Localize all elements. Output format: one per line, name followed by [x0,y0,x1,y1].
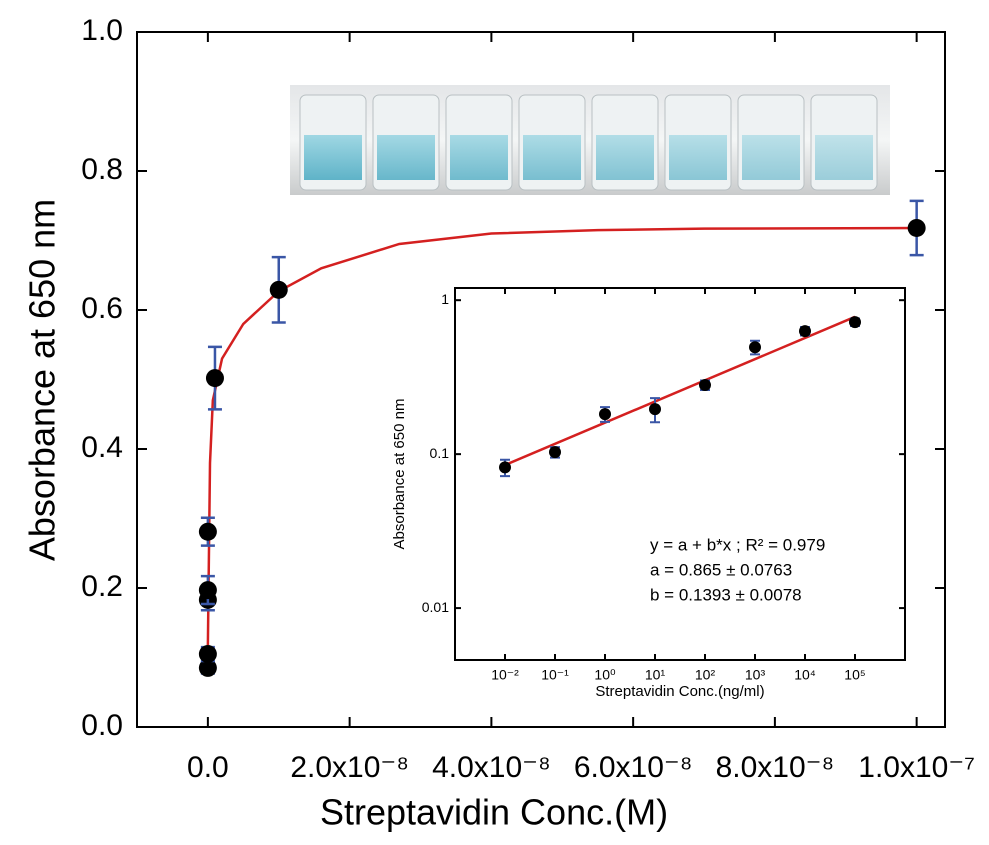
y-tick-label: 0.0 [81,709,123,742]
data-point [799,325,811,338]
data-point [198,581,217,600]
well-liquid [523,135,581,180]
x-tick-label: 10⁻¹ [541,667,569,683]
annotation: y = a + b*x ; R² = 0.979 [650,535,825,554]
well-liquid [450,135,508,180]
fit-line [206,226,917,646]
data-point [907,218,926,237]
x-tick-label: 1.0x10⁻⁷ [858,751,975,784]
well-liquid [669,135,727,180]
x-tick-label: 10⁰ [594,667,616,683]
data-point [649,403,661,416]
data-point [549,446,561,459]
y-axis-title: Absorbance at 650 nm [391,399,408,550]
y-tick-label: 0.2 [81,570,123,603]
x-tick-label: 10¹ [645,667,666,683]
data-point [269,280,288,299]
well-photo [290,85,890,195]
data-point [198,645,217,664]
x-axis-title: Streptavidin Conc.(ng/ml) [595,683,764,700]
y-tick-label: 1 [441,291,449,307]
well-liquid [304,135,362,180]
well-liquid [596,135,654,180]
y-tick-label: 1.0 [81,14,123,47]
x-tick-label: 0.0 [187,751,229,784]
data-point [699,379,711,392]
data-point [499,461,511,474]
data-point [749,341,761,354]
x-tick-label: 10⁵ [844,667,865,683]
x-tick-label: 6.0x10⁻⁸ [574,751,693,784]
x-tick-label: 10⁻² [491,667,519,683]
data-point [198,658,217,677]
x-tick-label: 2.0x10⁻⁸ [290,751,409,784]
y-tick-label: 0.01 [422,599,449,615]
data-point [198,522,217,541]
plot-frame [136,31,946,728]
x-tick-label: 4.0x10⁻⁸ [432,751,551,784]
x-tick-label: 10⁴ [794,667,816,683]
x-tick-label: 8.0x10⁻⁸ [716,751,835,784]
y-tick-label: 0.8 [81,153,123,186]
data-point [205,369,224,388]
well-liquid [815,135,873,180]
x-tick-label: 10² [695,667,716,683]
annotation: b = 0.1393 ± 0.0078 [650,585,802,604]
y-tick-label: 0.1 [430,445,450,461]
well-liquid [742,135,800,180]
data-point [599,408,611,421]
x-tick-label: 10³ [745,667,766,683]
plot-frame [454,287,906,661]
y-tick-label: 0.6 [81,292,123,325]
y-axis-title: Absorbance at 650 nm [22,199,63,561]
data-point [849,316,861,329]
fit-line [504,315,856,467]
annotation: a = 0.865 ± 0.0763 [650,560,792,579]
y-tick-label: 0.4 [81,431,123,464]
x-axis-title: Streptavidin Conc.(M) [320,792,668,833]
well-liquid [377,135,435,180]
